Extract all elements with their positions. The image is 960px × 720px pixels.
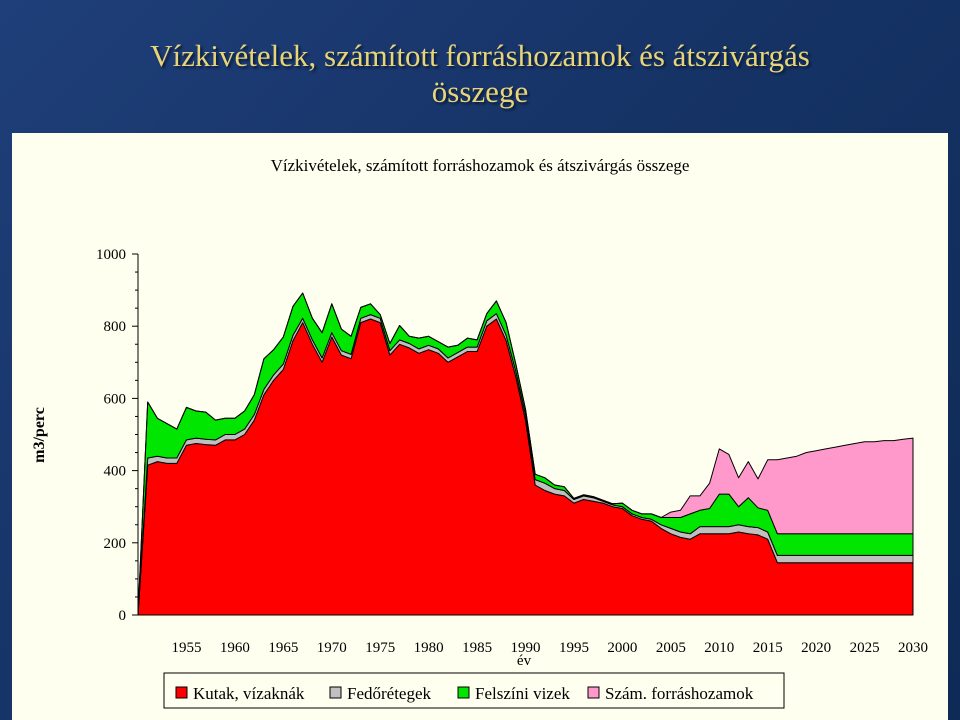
x-tick-label: 1970 <box>317 640 347 656</box>
x-tick-label: 2025 <box>850 640 880 656</box>
x-tick-label: 1965 <box>268 640 298 656</box>
legend: Kutak, vízaknák Fedőrétegek Felszíni vizek… <box>163 672 785 709</box>
x-tick-label: 1990 <box>511 640 541 656</box>
legend-swatch-felszini <box>457 686 470 699</box>
legend-swatch-fedo <box>329 686 342 699</box>
legend-label-kutak: Kutak, vízaknák <box>193 684 305 703</box>
x-axis-label: év <box>517 653 532 669</box>
x-tick-label: 2020 <box>801 640 831 656</box>
slide-title-line-2: összege <box>431 74 529 109</box>
area-series-szam <box>137 292 914 616</box>
y-tick-label: 1000 <box>96 247 126 263</box>
x-tick-label: 1975 <box>365 640 395 656</box>
y-tick-label: 0 <box>119 608 127 624</box>
slide-title-line-1: Vízkivételek, számított forráshozamok és… <box>150 38 810 73</box>
tick-labels: 0 200 400 600 800 1000 1955 1960 1965 1970 1975 198… <box>96 247 928 656</box>
legend-box <box>163 672 785 709</box>
y-tick-label: 800 <box>104 319 127 335</box>
x-tick-label: 2000 <box>607 640 637 656</box>
y-axis-label: m3/perc <box>31 407 48 463</box>
x-tick-label: 2005 <box>656 640 686 656</box>
legend-label-felszini: Felszíni vizek <box>475 684 570 703</box>
y-tick-label: 600 <box>104 391 127 407</box>
legend-swatch-kutak <box>175 686 188 699</box>
legend-swatch-szam <box>587 686 600 699</box>
y-tick-label: 200 <box>104 536 127 552</box>
legend-label-fedo: Fedőrétegek <box>347 684 432 703</box>
x-tick-label: 2010 <box>704 640 734 656</box>
x-tick-label: 2030 <box>898 640 928 656</box>
slide-title: Vízkivételek, számított forráshozamok és… <box>60 38 900 110</box>
x-tick-label: 1995 <box>559 640 589 656</box>
chart-panel: Vízkivételek, számított forráshozamok és… <box>12 133 948 720</box>
x-tick-label: 2015 <box>753 640 783 656</box>
chart-title: Vízkivételek, számított forráshozamok és… <box>271 156 690 175</box>
x-tick-label: 1980 <box>414 640 444 656</box>
stacked-area-chart: Vízkivételek, számított forráshozamok és… <box>31 156 928 709</box>
area-layers <box>137 292 914 616</box>
axes <box>132 253 913 616</box>
legend-label-szam: Szám. forráshozamok <box>605 684 754 703</box>
x-tick-label: 1985 <box>462 640 492 656</box>
x-tick-label: 1955 <box>171 640 201 656</box>
y-tick-label: 400 <box>104 464 127 480</box>
x-tick-label: 1960 <box>220 640 250 656</box>
